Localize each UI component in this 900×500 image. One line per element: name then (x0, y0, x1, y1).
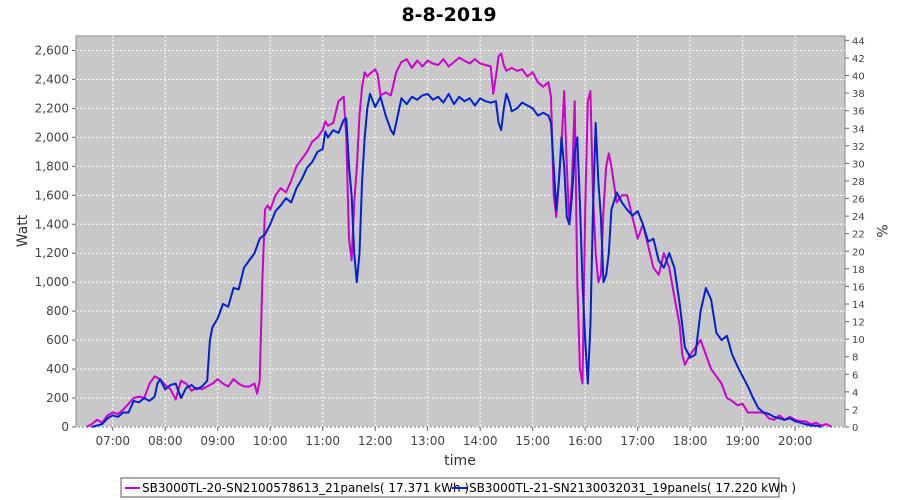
x-tick-label: 10:00 (253, 434, 288, 448)
y2-tick-label: 2 (852, 405, 858, 416)
y-tick-label: 2,000 (35, 130, 69, 144)
y2-tick-label: 18 (852, 265, 865, 276)
y-tick-label: 2,600 (35, 43, 69, 57)
y2-tick-label: 6 (852, 370, 858, 381)
grid (76, 36, 845, 428)
y2-tick-label: 22 (852, 230, 865, 241)
x-tick-label: 16:00 (568, 434, 603, 448)
x-tick-label: 11:00 (305, 434, 340, 448)
y-tick-label: 600 (46, 333, 69, 347)
y-tick-label: 2,400 (35, 72, 69, 86)
y2-tick-label: 16 (852, 282, 865, 293)
y-tick-label: 0 (61, 420, 69, 434)
x-tick-label: 12:00 (358, 434, 393, 448)
y-tick-label: 1,200 (35, 246, 69, 260)
y2-tick-label: 8 (852, 353, 858, 364)
y-tick-label: 1,400 (35, 217, 69, 231)
y2-tick-label: 20 (852, 247, 865, 258)
y2-tick-label: 38 (852, 89, 865, 100)
x-axis-label: time (444, 453, 476, 469)
x-tick-label: 18:00 (673, 434, 708, 448)
x-tick-label: 19:00 (725, 434, 760, 448)
y2-axis-label: % (873, 224, 889, 237)
legend-box (120, 477, 780, 498)
y-axis-right: 0246810121416182022242628303234363840424… (845, 36, 865, 434)
y2-tick-label: 42 (852, 54, 865, 65)
y2-tick-label: 36 (852, 107, 865, 118)
y2-tick-label: 4 (852, 388, 858, 399)
y2-tick-label: 44 (852, 36, 865, 47)
y2-tick-label: 30 (852, 159, 865, 170)
y-tick-label: 1,000 (35, 275, 69, 289)
y-tick-label: 2,200 (35, 101, 69, 115)
y-axis-left: 0 200 400 600 800 1,000 1,200 1,400 1,600 1,800 2,… (35, 43, 76, 434)
y2-tick-label: 32 (852, 142, 865, 153)
x-tick-label: 20:00 (778, 434, 813, 448)
legend-entry-1: SB3000TL-20-SN2100578613_21panels( 17.37… (142, 481, 469, 495)
x-tick-label: 09:00 (200, 434, 235, 448)
y2-tick-label: 34 (852, 124, 865, 135)
series-layer (86, 52, 833, 428)
y-axis-label: Watt (15, 214, 31, 247)
y-tick-label: 1,600 (35, 188, 69, 202)
y2-tick-label: 26 (852, 195, 865, 206)
y2-tick-label: 24 (852, 212, 865, 223)
x-tick-label: 07:00 (95, 434, 130, 448)
y-tick-label: 1,800 (35, 159, 69, 173)
y-tick-label: 400 (46, 362, 69, 376)
chart-title: 8-8-2019 (401, 4, 496, 26)
y2-tick-label: 28 (852, 177, 865, 188)
x-tick-label: 08:00 (148, 434, 183, 448)
y2-tick-label: 10 (852, 335, 865, 346)
x-tick-label: 17:00 (620, 434, 655, 448)
x-axis: 07:00 08:00 09:00 10:00 11:00 12:00 13:00 14:00… (95, 427, 812, 448)
y2-tick-label: 0 (852, 423, 858, 434)
y2-tick-label: 14 (852, 300, 865, 311)
y-tick-label: 200 (46, 391, 69, 405)
y2-tick-label: 40 (852, 72, 865, 83)
legend-entry-2: SB3000TL-21-SN2130032031_19panels( 17.22… (469, 481, 796, 495)
y-tick-label: 800 (46, 304, 69, 318)
series-line-1 (86, 52, 833, 428)
x-tick-label: 13:00 (410, 434, 445, 448)
legend: SB3000TL-20-SN2100578613_21panels( 17.37… (120, 477, 796, 498)
y2-tick-label: 12 (852, 318, 865, 329)
x-tick-label: 14:00 (463, 434, 498, 448)
x-tick-label: 15:00 (515, 434, 550, 448)
series-line-2 (91, 92, 822, 428)
plot-area (75, 35, 846, 428)
